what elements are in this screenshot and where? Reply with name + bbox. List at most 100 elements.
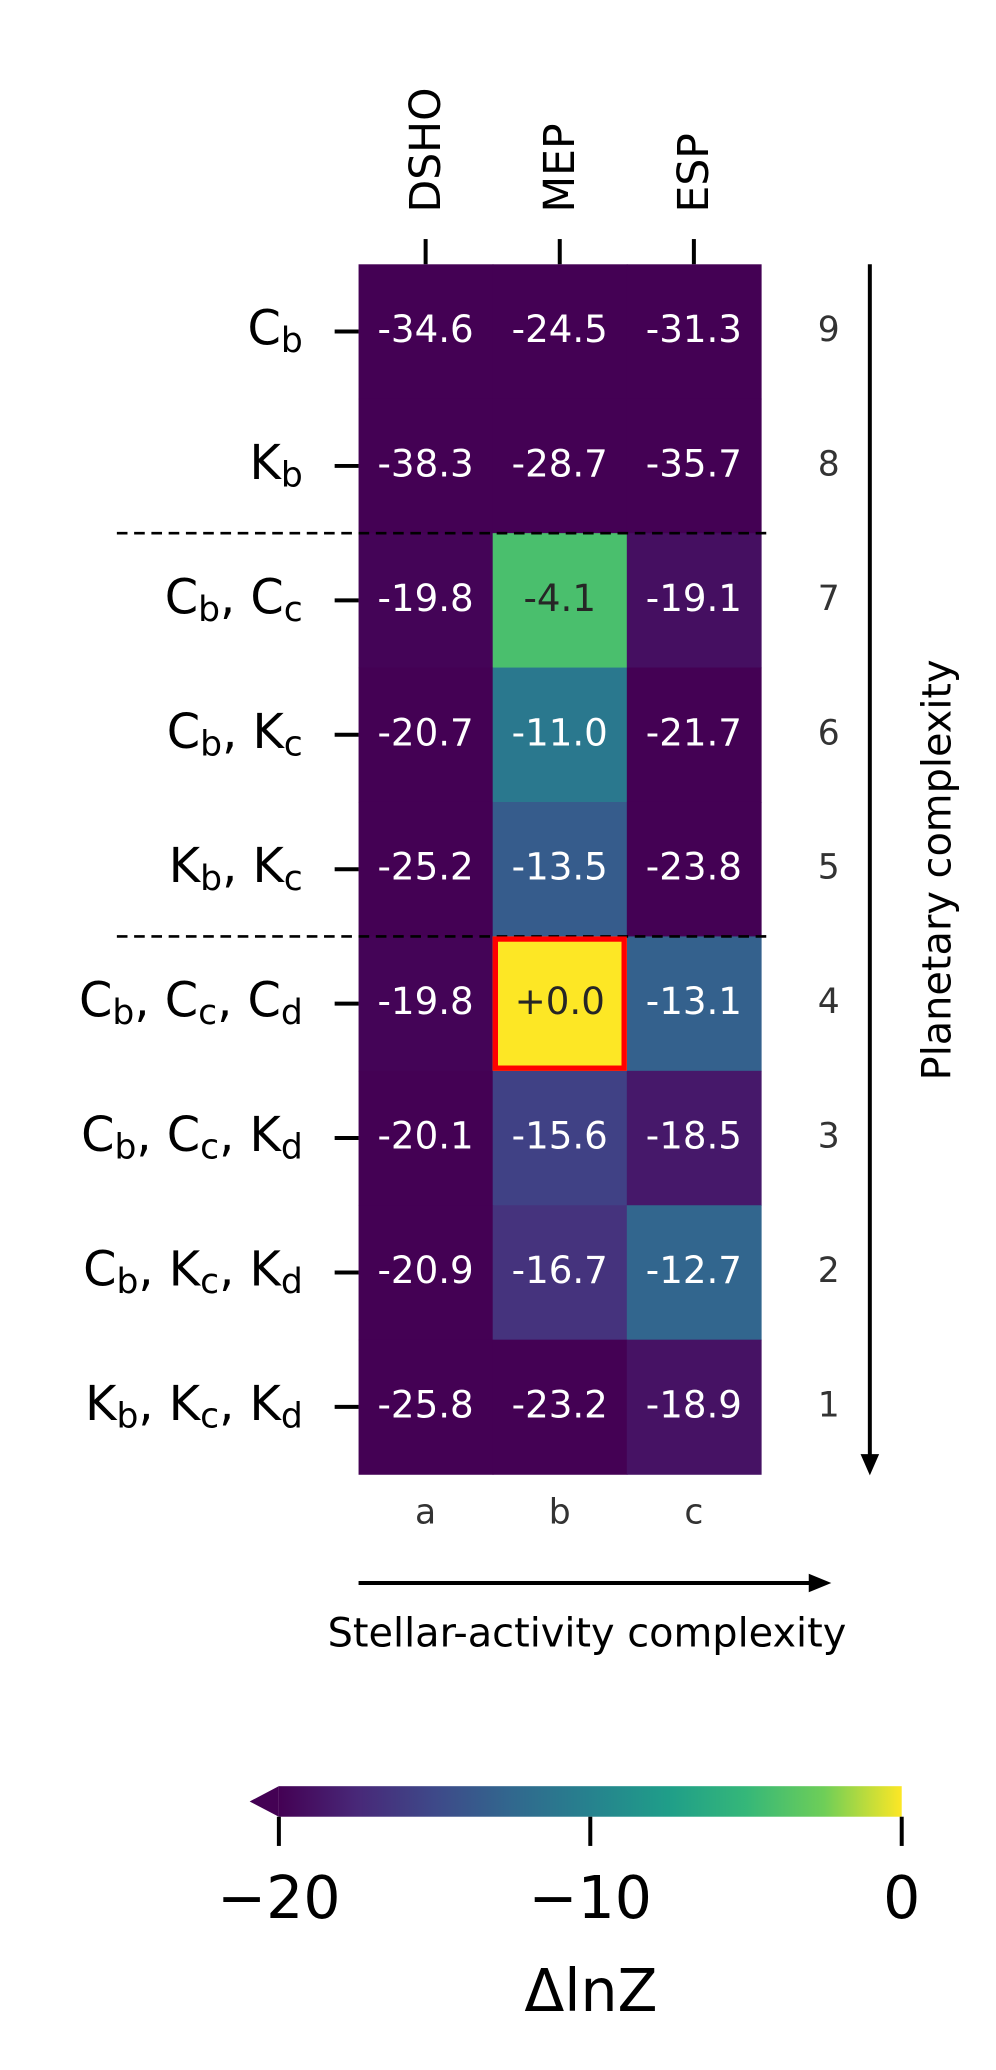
row-label-part: K — [250, 436, 283, 491]
y-axis-label: Planetary complexity — [915, 659, 961, 1080]
heatmap-cell — [626, 1339, 762, 1475]
heatmap-cell — [626, 533, 762, 669]
row-label: Cb, Cc, Cd — [79, 974, 303, 1033]
arrow-head — [808, 1573, 832, 1593]
row-label-subscript: b — [112, 993, 134, 1033]
row-label-subscript: b — [116, 1396, 138, 1436]
cell-label: -19.8 — [378, 576, 474, 620]
cell-label: -19.1 — [646, 576, 742, 620]
cell-label: -23.2 — [512, 1382, 608, 1426]
cell-label: -18.5 — [646, 1114, 742, 1158]
row-label: Kb, Kc, Kd — [85, 1377, 303, 1436]
heatmap-cell — [492, 1070, 628, 1206]
colorbar — [278, 1786, 902, 1817]
row-label-part: , K — [138, 1377, 201, 1432]
column-letter: a — [415, 1492, 436, 1532]
heatmap-cell — [358, 398, 494, 534]
row-label-part: C — [81, 1108, 114, 1163]
heatmap-cell — [358, 936, 494, 1072]
row-label-part: , C — [217, 974, 281, 1029]
row-label: Cb, Cc — [165, 570, 303, 629]
row-label-subscript: c — [200, 1396, 219, 1436]
row-label-subscript: d — [281, 1262, 303, 1302]
cell-label: -15.6 — [512, 1114, 608, 1158]
row-label-part: , C — [136, 1108, 200, 1163]
row-number: 7 — [818, 579, 840, 619]
heatmap-cell — [358, 1070, 494, 1206]
row-label-part: C — [83, 1242, 116, 1297]
row-label-subscript: d — [281, 993, 303, 1033]
cell-label: -11.0 — [512, 710, 608, 754]
cell-label: -20.1 — [378, 1114, 474, 1158]
row-label-part: C — [79, 974, 112, 1029]
colorbar-label: ΔlnZ — [524, 1957, 657, 2025]
row-label-subscript: c — [198, 993, 217, 1033]
row-label-part: , K — [219, 1108, 282, 1163]
row-number: 3 — [818, 1117, 840, 1157]
row-number: 4 — [818, 982, 840, 1022]
cell-label: -12.7 — [646, 1248, 742, 1292]
row-number: 5 — [818, 848, 840, 888]
cell-label: +0.0 — [515, 979, 605, 1023]
row-label-part: C — [247, 302, 280, 357]
row-label: Kb, Kc — [169, 839, 303, 898]
row-label-subscript: b — [200, 858, 222, 898]
row-label-subscript: c — [200, 1127, 219, 1167]
row-label-part: , K — [222, 705, 285, 760]
row-label-subscript: b — [116, 1262, 138, 1302]
heatmap-cell — [358, 801, 494, 938]
heatmap-cell — [492, 667, 628, 803]
heatmap-cell — [492, 264, 628, 400]
cell-label: -38.3 — [378, 441, 474, 485]
row-number: 9 — [818, 310, 840, 350]
row-label-subscript: b — [198, 589, 220, 629]
x-axis-label: Stellar-activity complexity — [328, 1611, 847, 1657]
row-label-subscript: c — [284, 724, 303, 764]
heatmap-cell — [358, 667, 494, 803]
cell-label: -16.7 — [512, 1248, 608, 1292]
heatmap-cell — [492, 1205, 628, 1341]
row-label-subscript: c — [284, 858, 303, 898]
heatmap-cell — [626, 1070, 762, 1206]
column-letter: c — [684, 1492, 703, 1532]
row-label-subscript: b — [200, 724, 222, 764]
row-label-subscript: c — [200, 1262, 219, 1302]
row-label-part: , C — [134, 974, 198, 1029]
cell-label: -13.5 — [512, 845, 608, 889]
cell-label: -25.2 — [378, 845, 474, 889]
heatmap-cell — [626, 936, 762, 1072]
row-label: Cb, Cc, Kd — [81, 1108, 303, 1167]
heatmap-cell — [358, 533, 494, 669]
cell-label: -19.8 — [378, 979, 474, 1023]
row-label-subscript: d — [281, 1127, 303, 1167]
row-label-subscript: b — [281, 321, 303, 361]
heatmap-cell — [358, 264, 494, 400]
cell-label: -28.7 — [512, 441, 608, 485]
heatmap-cell — [492, 398, 628, 534]
row-label: Cb — [247, 302, 302, 361]
column-label: ESP — [670, 133, 719, 212]
row-label-part: , K — [222, 839, 285, 894]
row-label-part: , K — [219, 1377, 282, 1432]
row-label: Cb, Kc, Kd — [83, 1242, 303, 1301]
cell-label: -23.8 — [646, 845, 742, 889]
colorbar-tick-label: 0 — [883, 1864, 920, 1932]
colorbar-tick-label: −20 — [217, 1864, 340, 1932]
heatmap-cell — [626, 264, 762, 400]
row-number: 2 — [818, 1251, 840, 1291]
cell-label: -25.8 — [378, 1382, 474, 1426]
row-label-part: K — [85, 1377, 118, 1432]
row-number: 1 — [818, 1385, 840, 1425]
column-label: DSHO — [402, 87, 451, 212]
row-label-subscript: c — [284, 589, 303, 629]
heatmap-cell — [626, 801, 762, 938]
row-label-part: C — [165, 570, 198, 625]
cell-label: -4.1 — [523, 576, 596, 620]
row-label-part: , K — [138, 1242, 201, 1297]
cell-label: -31.3 — [646, 307, 742, 351]
row-label-part: K — [169, 839, 202, 894]
heatmap-cell — [626, 398, 762, 534]
heatmap-cell — [492, 801, 628, 938]
